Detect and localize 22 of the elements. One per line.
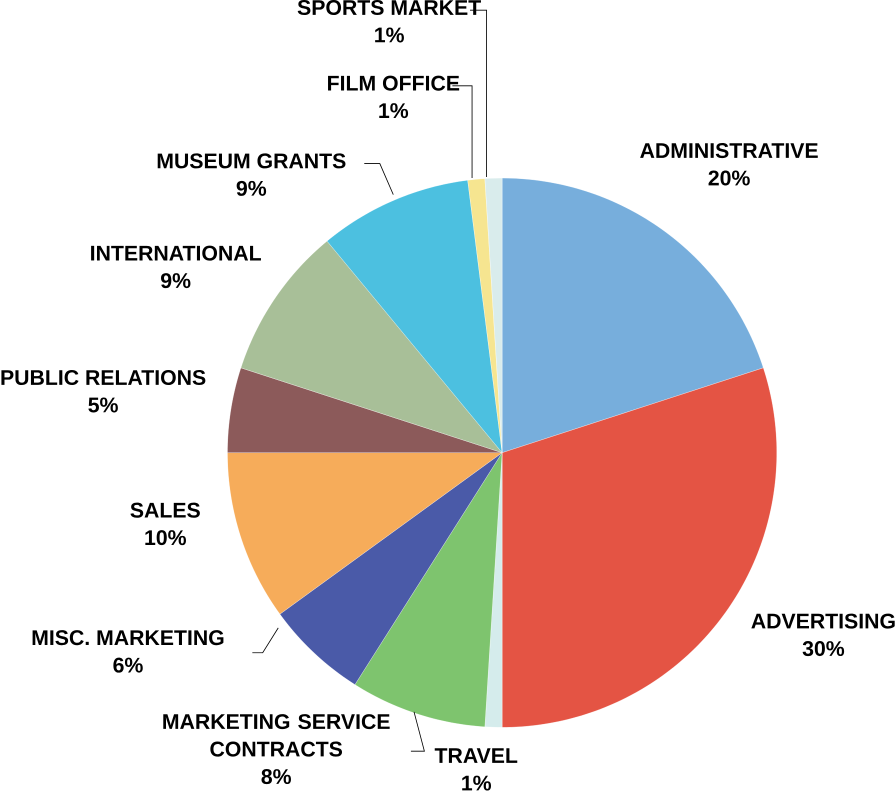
slice-label: TRAVEL bbox=[434, 748, 518, 764]
data-label: 9% bbox=[236, 181, 266, 196]
slice-label: FILM OFFICE bbox=[328, 76, 460, 91]
data-label: 8% bbox=[262, 769, 291, 784]
data-label: 10% bbox=[145, 530, 186, 546]
data-label: 5% bbox=[88, 398, 118, 413]
slice-label: MUSEUM GRANTS bbox=[158, 154, 346, 169]
data-label: 1% bbox=[379, 103, 408, 118]
data-label: 30% bbox=[802, 641, 844, 656]
data-label: 9% bbox=[161, 273, 190, 288]
slice-label: MISC. MARKETING bbox=[32, 630, 224, 646]
slice-label: SALES bbox=[130, 502, 200, 518]
data-label: 20% bbox=[708, 170, 750, 186]
data-label: 1% bbox=[462, 776, 491, 791]
data-label: 6% bbox=[113, 658, 143, 673]
slice-label: MARKETING SERVICE CONTRACTS bbox=[163, 714, 390, 757]
slice-label: SPORTS MARKET bbox=[298, 0, 481, 16]
slice-label: ADMINISTRATIVE bbox=[640, 143, 818, 158]
slice-label: INTERNATIONAL bbox=[91, 246, 261, 261]
slice-label: ADVERTISING bbox=[751, 614, 895, 629]
slice-label: PUBLIC RELATIONS bbox=[1, 370, 206, 386]
data-label: 1% bbox=[375, 28, 404, 43]
